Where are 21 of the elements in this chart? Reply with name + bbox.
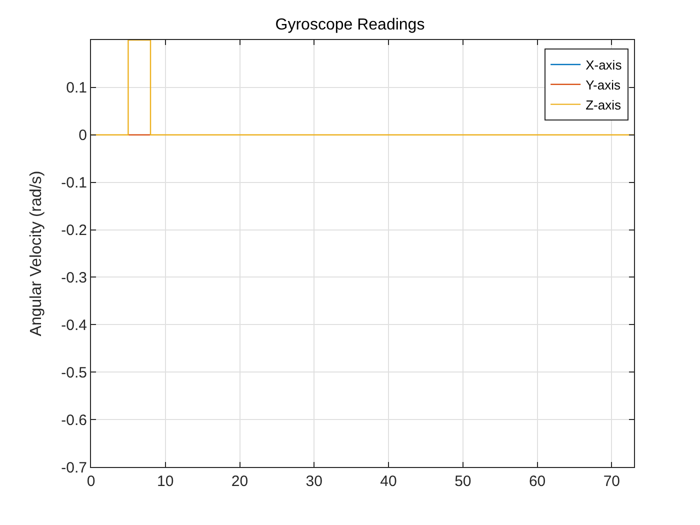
x-tick-label: 10 bbox=[157, 473, 174, 490]
x-tick-label: 20 bbox=[231, 473, 248, 490]
x-tick-label: 70 bbox=[603, 473, 620, 490]
y-tick-label: 0 bbox=[78, 127, 87, 144]
y-axis-title: Angular Velocity (rad/s) bbox=[28, 170, 46, 336]
chart-title: Gyroscope Readings bbox=[275, 16, 425, 34]
x-tick-label: 30 bbox=[306, 473, 322, 490]
y-tick-label: -0.7 bbox=[61, 459, 87, 476]
x-tick-label: 60 bbox=[528, 473, 546, 490]
y-tick-label: -0.3 bbox=[61, 269, 87, 286]
x-tick-label: 40 bbox=[380, 473, 397, 490]
y-tick-label: -0.6 bbox=[61, 412, 87, 429]
y-tick-label: -0.5 bbox=[61, 364, 87, 382]
y-tick-label: -0.1 bbox=[61, 174, 87, 192]
y-tick-label: -0.4 bbox=[61, 316, 87, 334]
y-tick-label: -0.2 bbox=[61, 222, 87, 240]
legend-label: X-axis bbox=[586, 58, 622, 73]
y-tick-label: 0.1 bbox=[66, 80, 87, 97]
legend-label: Y-axis bbox=[586, 77, 621, 92]
legend-label: Z-axis bbox=[586, 97, 622, 112]
x-tick-label: 50 bbox=[454, 473, 472, 490]
